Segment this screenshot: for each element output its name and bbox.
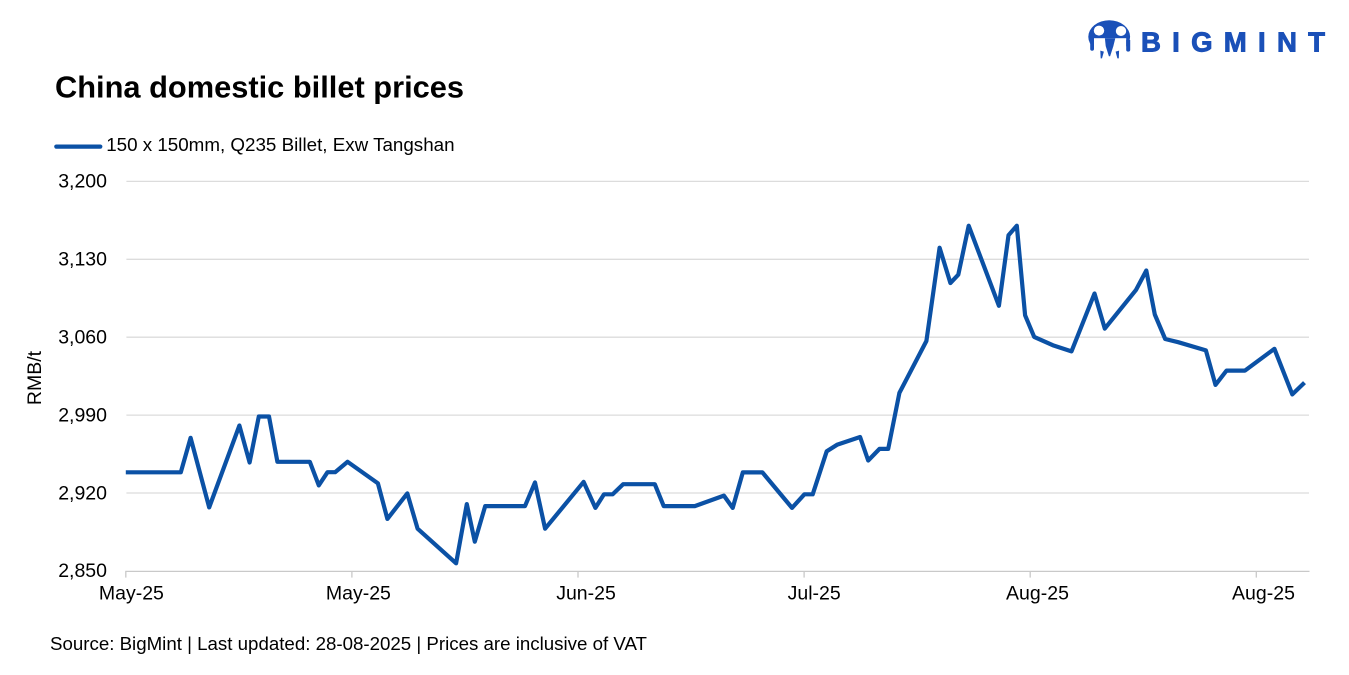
svg-text:2,920: 2,920 [58,482,107,504]
svg-text:Source: BigMint | Last updated: Source: BigMint | Last updated: 28-08-20… [50,633,647,654]
svg-text:RMB/t: RMB/t [24,350,46,405]
svg-text:May-25: May-25 [326,583,391,605]
svg-text:3,200: 3,200 [58,171,107,193]
svg-text:2,990: 2,990 [58,404,107,426]
svg-text:Aug-25: Aug-25 [1232,583,1295,605]
svg-text:150 x 150mm, Q235 Billet, Exw: 150 x 150mm, Q235 Billet, Exw Tangshan [106,134,454,155]
svg-text:3,130: 3,130 [58,249,107,271]
svg-text:2,850: 2,850 [58,560,107,582]
svg-text:China domestic billet prices: China domestic billet prices [55,70,464,105]
svg-text:Jun-25: Jun-25 [556,583,616,605]
svg-text:Aug-25: Aug-25 [1006,583,1069,605]
svg-text:BIGMINT: BIGMINT [1141,27,1336,58]
svg-text:Jul-25: Jul-25 [788,583,841,605]
svg-text:May-25: May-25 [99,583,164,605]
svg-text:3,060: 3,060 [58,327,107,349]
